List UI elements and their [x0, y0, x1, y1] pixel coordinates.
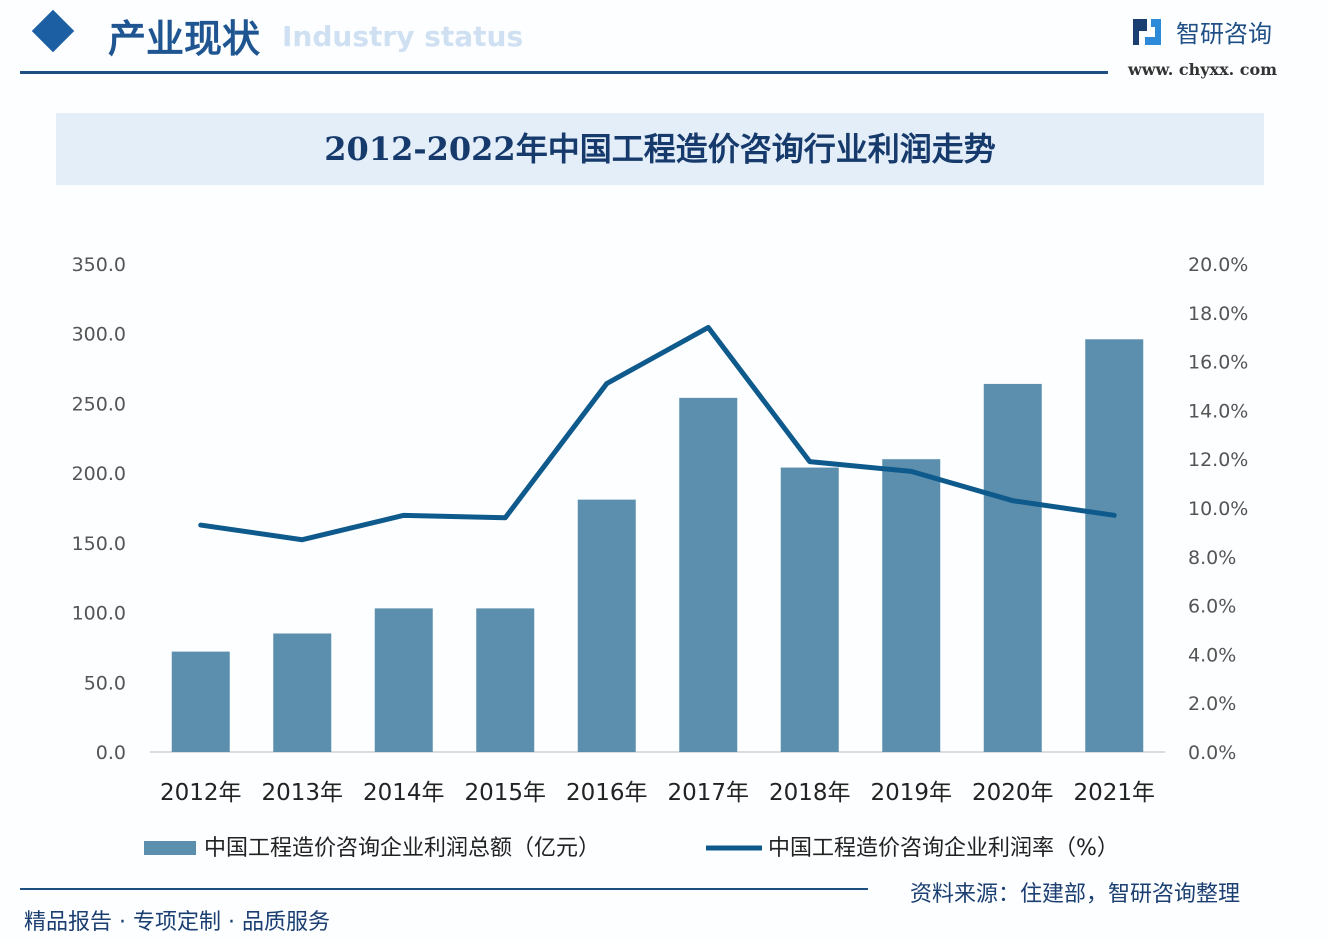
y-left-tick-label: 0.0 — [96, 742, 126, 764]
bar — [476, 608, 535, 752]
bar — [374, 608, 433, 752]
y-left-tick-label: 350.0 — [72, 254, 126, 276]
y-right-tick-label: 18.0% — [1188, 303, 1248, 325]
section-subtitle: Industry status — [282, 20, 524, 53]
y-left-tick-label: 300.0 — [72, 324, 126, 346]
x-tick-label: 2012年 — [160, 780, 242, 806]
header-divider — [20, 71, 1108, 74]
bar — [171, 651, 230, 752]
x-tick-label: 2017年 — [667, 780, 749, 806]
y-left-tick-label: 100.0 — [72, 603, 126, 625]
y-right-tick-label: 2.0% — [1188, 693, 1236, 715]
y-right-tick-label: 6.0% — [1188, 596, 1236, 618]
y-left-tick-label: 50.0 — [84, 672, 126, 694]
bar — [679, 397, 738, 752]
source-note: 资料来源：住建部，智研咨询整理 — [910, 882, 1241, 907]
footer-divider — [20, 888, 868, 890]
y-right-tick-label: 20.0% — [1188, 254, 1248, 276]
legend-bar-swatch — [144, 841, 196, 855]
bar — [780, 467, 839, 752]
y-right-tick-label: 14.0% — [1188, 400, 1248, 422]
brand-url: www. chyxx. com — [1128, 60, 1278, 79]
chart: 0.0 50.0 100.0 150.0 200.0 250.0 300.0 350.0 0.0… — [72, 254, 1249, 861]
chart-title: 2012-2022年中国工程造价咨询行业利润走势 — [324, 130, 996, 168]
bar — [273, 633, 332, 752]
y-left-tick-label: 150.0 — [72, 533, 126, 555]
x-tick-label: 2019年 — [870, 780, 952, 806]
legend-line-label: 中国工程造价咨询企业利润率（%） — [768, 836, 1119, 861]
bar — [1085, 339, 1144, 752]
legend-bar-label: 中国工程造价咨询企业利润总额（亿元） — [204, 836, 600, 861]
y-right-tick-label: 10.0% — [1188, 498, 1248, 520]
bar — [983, 383, 1042, 752]
x-tick-label: 2015年 — [464, 780, 546, 806]
y-right-tick-label: 4.0% — [1188, 644, 1236, 666]
profit-rate-line — [198, 324, 1117, 543]
slogan: 精品报告 · 专项定制 · 品质服务 — [24, 910, 330, 935]
y-right-tick-label: 0.0% — [1188, 742, 1236, 764]
x-tick-label: 2014年 — [363, 780, 445, 806]
x-tick-label: 2018年 — [769, 780, 851, 806]
brand-name: 智研咨询 — [1176, 20, 1272, 48]
section-title: 产业现状 — [108, 17, 261, 61]
chart-title-band: 2012-2022年中国工程造价咨询行业利润走势 — [56, 113, 1264, 185]
x-tick-label: 2020年 — [972, 780, 1054, 806]
y-right-tick-label: 8.0% — [1188, 547, 1236, 569]
y-right-tick-label: 12.0% — [1188, 449, 1248, 471]
y-left-tick-label: 250.0 — [72, 393, 126, 415]
x-tick-label: 2013年 — [261, 780, 343, 806]
brand-logo-icon — [1133, 19, 1161, 45]
x-tick-label: 2016年 — [566, 780, 648, 806]
bar — [882, 459, 941, 752]
x-tick-label: 2021年 — [1073, 780, 1155, 806]
bar — [577, 499, 636, 752]
y-left-tick-label: 200.0 — [72, 463, 126, 485]
y-right-tick-label: 16.0% — [1188, 352, 1248, 374]
